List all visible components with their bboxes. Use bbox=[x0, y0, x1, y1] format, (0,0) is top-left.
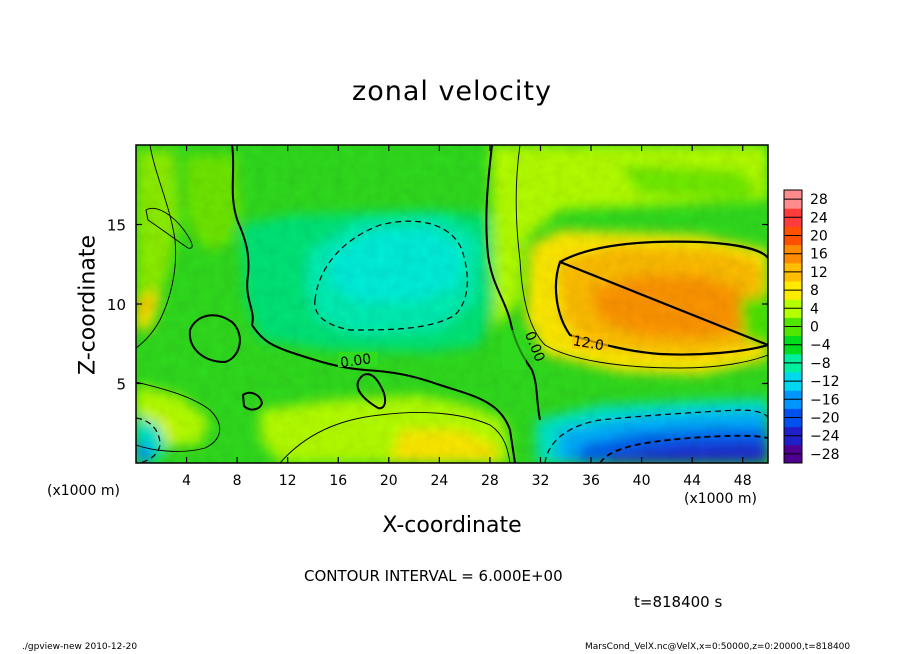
small-zero-loop-mid bbox=[356, 373, 386, 410]
y-axis: 5 10 15 bbox=[107, 217, 768, 394]
small-zero-loop-left bbox=[188, 314, 241, 364]
chart-title: zonal velocity bbox=[352, 76, 552, 107]
x-unit-label-left: (x1000 m) bbox=[47, 483, 120, 499]
colorbar-tick-label: 24 bbox=[810, 210, 828, 226]
six-contour-left bbox=[136, 145, 177, 349]
x-tick-label: 16 bbox=[329, 473, 347, 489]
contour-interval-text: CONTOUR INTERVAL = 6.000E+00 bbox=[304, 567, 563, 585]
zero-contour-left bbox=[231, 145, 516, 463]
y-tick-label: 10 bbox=[107, 296, 126, 314]
x-tick-label: 36 bbox=[582, 473, 600, 489]
x-tick-label: 40 bbox=[633, 473, 651, 489]
colorbar-tick-label: 12 bbox=[810, 265, 828, 281]
contour-label: 12.0 bbox=[572, 333, 605, 354]
colorbar-tick-label: −16 bbox=[810, 392, 840, 408]
colorbar-tick-label: 28 bbox=[810, 192, 828, 208]
neg-six-contour-corner bbox=[136, 417, 161, 463]
time-label: t=818400 s bbox=[634, 593, 723, 611]
x-tick-label: 4 bbox=[182, 473, 191, 489]
neg-six-contour bbox=[314, 220, 468, 331]
six-contour-right bbox=[515, 145, 768, 369]
six-contour-lower-left bbox=[136, 381, 220, 452]
x-unit-label-right: (x1000 m) bbox=[684, 491, 757, 507]
contour-lines bbox=[136, 145, 768, 463]
colorbar: 28 24 20 16 12 8 4 0 −4 −8 −12 −16 −20 −24 −28 bbox=[783, 189, 840, 464]
x-tick-label: 32 bbox=[532, 473, 550, 489]
colorbar-tick-label: −28 bbox=[810, 447, 840, 463]
x-tick-label: 8 bbox=[233, 473, 242, 489]
x-tick-label: 24 bbox=[430, 473, 448, 489]
colorbar-tick-label: −24 bbox=[810, 429, 840, 445]
velocity-field bbox=[136, 145, 768, 463]
zero-contour-right bbox=[485, 145, 541, 421]
six-contour-upper-left bbox=[145, 207, 193, 249]
colorbar-tick-label: 8 bbox=[810, 283, 819, 299]
footer-left: ./gpview-new 2010-12-20 bbox=[22, 642, 138, 652]
twelve-contour bbox=[554, 240, 768, 356]
x-tick-label: 44 bbox=[683, 473, 701, 489]
colorbar-tick-label: 20 bbox=[810, 229, 828, 245]
six-contour-lower bbox=[279, 412, 511, 463]
colorbar-tick-label: −12 bbox=[810, 374, 840, 390]
colorbar-tick-label: 16 bbox=[810, 247, 828, 263]
contour-label: 0.00 bbox=[339, 351, 372, 371]
x-tick-label: 48 bbox=[734, 473, 752, 489]
y-tick-label: 15 bbox=[107, 217, 126, 235]
y-tick-label: 5 bbox=[116, 376, 126, 394]
contour-label-group: 0.00 0.00 12.0 bbox=[338, 329, 608, 371]
x-axis-label: X-coordinate bbox=[382, 513, 522, 538]
neg-six-contour-bottom bbox=[544, 409, 768, 463]
footer-right: MarsCond_VelX.nc@VelX,x=0:50000,z=0:2000… bbox=[585, 642, 851, 652]
neg-twelve-contour-bottom bbox=[599, 434, 768, 463]
colorbar-tick-label: −8 bbox=[810, 356, 831, 372]
colorbar-tick-label: 4 bbox=[810, 301, 819, 317]
colorbar-tick-label: −4 bbox=[810, 338, 831, 354]
x-tick-label: 28 bbox=[481, 473, 499, 489]
x-tick-label: 12 bbox=[279, 473, 297, 489]
y-axis-label: Z-coordinate bbox=[75, 235, 101, 375]
colorbar-tick-label: −20 bbox=[810, 411, 840, 427]
small-zero-loop-low bbox=[241, 391, 264, 411]
x-tick-label: 20 bbox=[380, 473, 398, 489]
colorbar-tick-label: 0 bbox=[810, 320, 819, 336]
x-axis: 4 8 12 16 20 24 28 32 36 40 44 48 bbox=[182, 145, 752, 489]
